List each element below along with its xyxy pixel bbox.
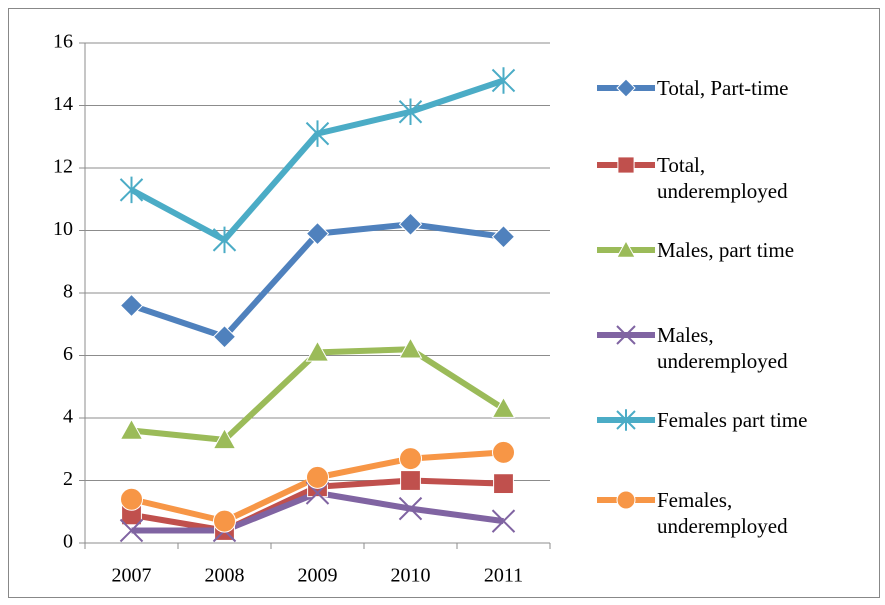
marker-shape <box>616 325 636 345</box>
y-tick-label: 12 <box>53 156 73 178</box>
marker-shape <box>492 440 515 464</box>
marker <box>491 396 516 418</box>
legend-label: Males, underemployed <box>657 323 788 373</box>
y-tick-label: 16 <box>53 31 73 53</box>
marker <box>493 473 514 495</box>
legend-label: Total, Part-time <box>657 76 789 100</box>
marker <box>616 325 636 345</box>
marker-shape <box>616 239 636 258</box>
marker-shape <box>119 418 144 440</box>
x-tick-label: 2008 <box>205 565 245 587</box>
marker-shape <box>491 67 516 94</box>
marker <box>212 427 237 450</box>
marker-shape <box>398 98 423 125</box>
marker-shape <box>119 518 144 543</box>
marker-shape <box>399 447 422 471</box>
legend-label: Total, underemployed <box>657 153 788 203</box>
marker <box>119 293 144 318</box>
marker <box>213 509 236 533</box>
y-tick-label: 2 <box>63 468 73 490</box>
marker <box>306 465 329 489</box>
y-tick-label: 14 <box>53 93 73 115</box>
marker <box>398 212 423 236</box>
marker <box>398 337 423 359</box>
marker-shape <box>305 221 330 246</box>
marker-shape <box>493 473 514 495</box>
marker <box>616 78 636 98</box>
marker <box>616 239 636 258</box>
marker <box>491 225 516 249</box>
marker <box>305 340 330 362</box>
y-tick-label: 0 <box>63 531 73 553</box>
marker-shape <box>306 465 329 489</box>
marker <box>305 221 330 246</box>
marker-shape <box>398 337 423 359</box>
marker <box>491 67 516 94</box>
marker-shape <box>212 427 237 450</box>
marker <box>305 120 330 147</box>
marker-shape <box>491 396 516 418</box>
marker <box>617 156 635 174</box>
legend-label: Females, underemployed <box>657 488 788 538</box>
marker <box>119 176 144 204</box>
marker-shape <box>491 225 516 249</box>
marker <box>491 509 516 533</box>
chart-frame <box>8 8 880 598</box>
marker-shape <box>616 409 636 431</box>
marker <box>616 409 636 431</box>
x-tick-label: 2009 <box>298 565 338 587</box>
y-tick-label: 4 <box>63 406 73 428</box>
x-tick-label: 2010 <box>391 565 431 587</box>
marker-shape <box>212 226 237 254</box>
y-tick-label: 8 <box>63 281 73 303</box>
marker-shape <box>398 212 423 236</box>
marker-shape <box>120 487 143 511</box>
marker-shape <box>305 340 330 362</box>
marker <box>212 325 237 349</box>
y-tick-label: 6 <box>63 343 73 365</box>
marker-shape <box>616 78 636 98</box>
marker-shape <box>491 509 516 533</box>
marker <box>398 496 423 521</box>
marker <box>400 470 421 491</box>
marker <box>212 226 237 254</box>
legend-label: Females part time <box>657 408 808 432</box>
marker-shape <box>617 156 635 174</box>
marker-shape <box>398 496 423 521</box>
marker-shape <box>213 509 236 533</box>
marker-shape <box>119 176 144 204</box>
x-tick-label: 2011 <box>484 565 523 587</box>
y-tick-label: 10 <box>53 218 73 240</box>
marker <box>616 490 636 510</box>
marker-shape <box>616 490 636 510</box>
marker-shape <box>305 120 330 147</box>
marker <box>119 518 144 543</box>
marker <box>399 447 422 471</box>
marker <box>398 98 423 125</box>
marker <box>119 418 144 440</box>
marker-shape <box>400 470 421 491</box>
x-tick-label: 2007 <box>112 565 152 587</box>
legend-label: Males, part time <box>657 238 795 262</box>
marker <box>492 440 515 464</box>
marker-shape <box>119 293 144 318</box>
marker-shape <box>212 325 237 349</box>
marker <box>120 487 143 511</box>
